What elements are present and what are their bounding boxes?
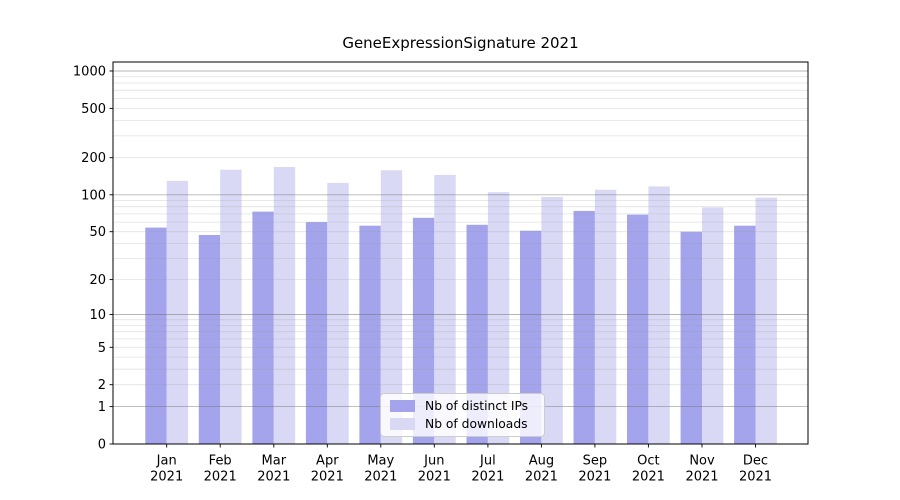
bar-distinct-ips-apr <box>305 222 328 444</box>
xtick-label-year-feb: 2021 <box>204 470 237 485</box>
ytick-label-10: 10 <box>89 308 106 323</box>
bar-downloads-jan <box>166 180 189 445</box>
legend: Nb of distinct IPs Nb of downloads <box>380 393 545 437</box>
bar-distinct-ips-nov <box>680 231 702 444</box>
bar-distinct-ips-sep <box>573 210 595 444</box>
xtick-label-year-sep: 2021 <box>578 470 611 485</box>
bar-distinct-ips-jun <box>412 217 435 444</box>
xtick-label-month-aug: Aug <box>529 454 554 469</box>
xtick-label-month-may: May <box>367 454 394 469</box>
ytick-label-100: 100 <box>81 188 106 203</box>
xtick-label-month-dec: Dec <box>743 454 768 469</box>
legend-item-downloads: Nb of downloads <box>390 417 535 431</box>
ytick-label-20: 20 <box>89 273 106 288</box>
legend-label-distinct-ips: Nb of distinct IPs <box>425 399 529 413</box>
xtick-label-year-nov: 2021 <box>685 470 718 485</box>
bar-downloads-apr <box>327 182 349 444</box>
bar-downloads-jun <box>434 174 456 444</box>
bar-downloads-may <box>380 170 403 445</box>
bars-group <box>145 167 777 445</box>
ytick-label-5: 5 <box>98 341 106 356</box>
ytick-label-2: 2 <box>98 378 106 393</box>
plot-spines <box>112 61 809 445</box>
bar-downloads-nov <box>702 207 724 444</box>
legend-swatch-downloads <box>390 418 415 430</box>
bar-downloads-oct <box>648 186 670 444</box>
xtick-label-month-sep: Sep <box>583 454 608 469</box>
bar-distinct-ips-feb <box>198 235 221 444</box>
xtick-label-year-may: 2021 <box>364 470 397 485</box>
xtick-label-year-aug: 2021 <box>525 470 558 485</box>
xtick-label-year-dec: 2021 <box>739 470 772 485</box>
xtick-label-month-jun: Jun <box>423 454 444 469</box>
xtick-label-month-mar: Mar <box>262 454 287 469</box>
xtick-label-year-jan: 2021 <box>150 470 183 485</box>
bar-downloads-dec <box>755 197 777 444</box>
xtick-label-month-oct: Oct <box>637 454 659 469</box>
ytick-label-200: 200 <box>81 151 106 166</box>
legend-label-downloads: Nb of downloads <box>425 417 528 431</box>
xtick-label-month-apr: Apr <box>316 454 339 469</box>
bar-distinct-ips-dec <box>734 225 756 444</box>
bar-distinct-ips-oct <box>627 214 649 444</box>
ytick-label-1000: 1000 <box>73 65 106 80</box>
bar-downloads-sep <box>594 189 617 444</box>
y-axis: 0 1 2 5 10 20 50 100 200 500 1000 <box>73 65 113 453</box>
x-axis: Jan2021Feb2021Mar2021Apr2021May2021Jun20… <box>150 444 772 485</box>
bar-downloads-jul <box>487 192 510 444</box>
bar-distinct-ips-jul <box>466 224 488 444</box>
bar-downloads-aug <box>541 197 563 444</box>
legend-item-distinct-ips: Nb of distinct IPs <box>390 399 535 413</box>
xtick-label-year-oct: 2021 <box>632 470 665 485</box>
bar-distinct-ips-jan <box>145 227 167 444</box>
chart-title: GeneExpressionSignature 2021 <box>342 34 579 52</box>
xtick-label-month-jul: Jul <box>479 454 496 469</box>
bar-downloads-mar <box>273 167 296 444</box>
xtick-label-month-feb: Feb <box>209 454 232 469</box>
xtick-label-year-mar: 2021 <box>257 470 290 485</box>
xtick-label-year-jul: 2021 <box>471 470 504 485</box>
ytick-label-0: 0 <box>98 438 106 453</box>
ytick-label-1: 1 <box>98 400 106 415</box>
grid-group <box>113 70 808 408</box>
ytick-label-50: 50 <box>89 225 106 240</box>
xtick-label-month-jan: Jan <box>156 454 177 469</box>
bar-downloads-feb <box>220 169 242 444</box>
bar-distinct-ips-may <box>359 225 381 444</box>
xtick-label-year-jun: 2021 <box>418 470 451 485</box>
xtick-label-month-nov: Nov <box>689 454 715 469</box>
xtick-label-year-apr: 2021 <box>311 470 344 485</box>
ytick-label-500: 500 <box>81 102 106 117</box>
bar-distinct-ips-aug <box>520 230 542 444</box>
legend-swatch-distinct-ips <box>390 400 415 412</box>
bar-distinct-ips-mar <box>252 211 274 444</box>
